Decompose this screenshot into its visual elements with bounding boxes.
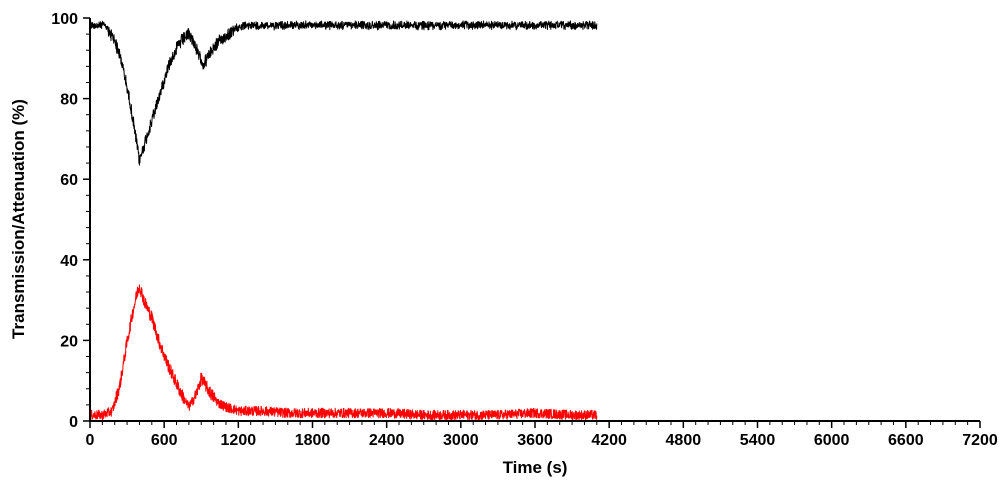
x-tick-label: 1200 [221,432,257,449]
x-tick-label: 4800 [666,432,702,449]
series-line-black [89,20,598,166]
x-axis-title: Time (s) [503,458,568,477]
ticks: 0 600 1200 1800 2400 3000 3600 4200 4800 5400 6000… [51,11,998,449]
y-tick-label: 20 [60,333,78,350]
series-line-red [89,284,598,421]
y-axis-title: Transmission/Attenuation (%) [9,99,28,339]
x-tick-label: 6000 [814,432,850,449]
x-tick-label: 0 [86,432,95,449]
y-tick-label: 60 [60,172,78,189]
x-tick-label: 2400 [369,432,405,449]
x-tick-label: 5400 [740,432,776,449]
x-tick-label: 600 [151,432,178,449]
y-tick-label: 100 [51,11,78,28]
x-tick-label: 3600 [517,432,553,449]
x-tick-label: 7200 [962,432,998,449]
plot-lines [89,20,598,421]
y-tick-label: 40 [60,253,78,270]
x-tick-label: 3000 [443,432,479,449]
y-tick-label: 0 [69,414,78,431]
y-tick-label: 80 [60,92,78,109]
x-tick-label: 4200 [591,432,627,449]
x-tick-label: 6600 [888,432,924,449]
x-tick-label: 1800 [295,432,331,449]
